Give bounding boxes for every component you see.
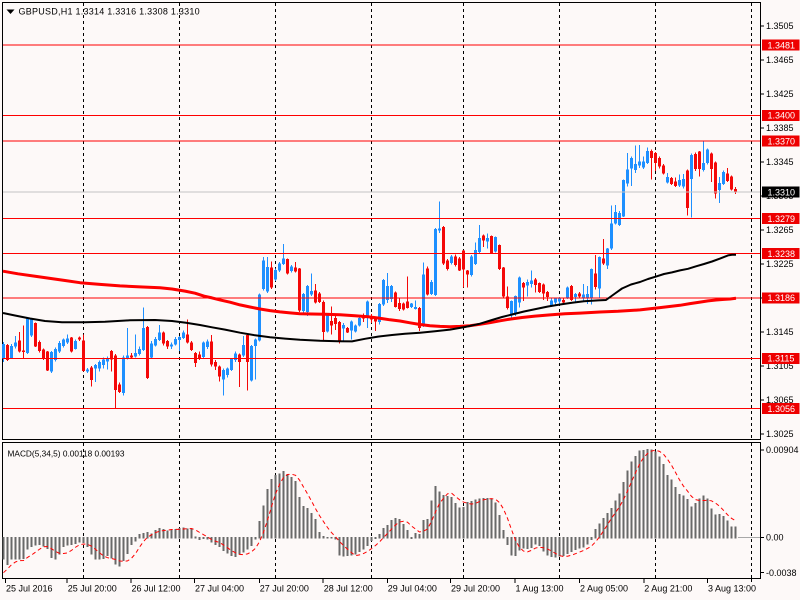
svg-text:1.3056: 1.3056 (768, 404, 796, 414)
svg-text:1.3400: 1.3400 (768, 111, 796, 121)
svg-text:1.3145: 1.3145 (766, 327, 794, 337)
svg-text:1.3279: 1.3279 (768, 214, 796, 224)
svg-text:MACD(5,34,5) 0.00118 0.00193: MACD(5,34,5) 0.00118 0.00193 (8, 449, 125, 459)
svg-text:1.3065: 1.3065 (766, 395, 794, 405)
svg-text:GBPUSD,H1 1.3314 1.3316 1.330: GBPUSD,H1 1.3314 1.3316 1.3308 1.3310 (19, 7, 200, 17)
svg-text:27 Jul 20:00: 27 Jul 20:00 (260, 584, 309, 594)
svg-text:1.3465: 1.3465 (766, 55, 794, 65)
svg-text:1.3105: 1.3105 (766, 361, 794, 371)
svg-text:29 Jul 04:00: 29 Jul 04:00 (388, 584, 437, 594)
svg-text:28 Jul 12:00: 28 Jul 12:00 (324, 584, 373, 594)
svg-text:2 Aug 21:00: 2 Aug 21:00 (644, 584, 692, 594)
svg-text:1.3345: 1.3345 (766, 157, 794, 167)
svg-text:3 Aug 13:00: 3 Aug 13:00 (708, 584, 756, 594)
svg-text:1.3425: 1.3425 (766, 89, 794, 99)
svg-text:1.3481: 1.3481 (768, 40, 796, 50)
svg-text:0.00: 0.00 (766, 533, 784, 543)
svg-text:1.3025: 1.3025 (766, 429, 794, 439)
svg-text:27 Jul 04:00: 27 Jul 04:00 (195, 584, 244, 594)
svg-text:1.3370: 1.3370 (768, 136, 796, 146)
svg-text:1.3505: 1.3505 (766, 21, 794, 31)
svg-text:1.3225: 1.3225 (766, 259, 794, 269)
svg-text:25 Jul 20:00: 25 Jul 20:00 (68, 584, 117, 594)
svg-text:26 Jul 12:00: 26 Jul 12:00 (132, 584, 181, 594)
svg-text:1.3310: 1.3310 (768, 188, 796, 198)
svg-text:29 Jul 20:00: 29 Jul 20:00 (451, 584, 500, 594)
svg-text:1 Aug 13:00: 1 Aug 13:00 (516, 584, 564, 594)
svg-text:0.00904: 0.00904 (766, 445, 799, 455)
svg-text:-0.0038: -0.0038 (766, 568, 797, 578)
svg-text:1.3238: 1.3238 (768, 249, 796, 259)
svg-text:1.3265: 1.3265 (766, 225, 794, 235)
svg-text:1.3385: 1.3385 (766, 123, 794, 133)
svg-text:1.3115: 1.3115 (768, 354, 795, 364)
svg-text:25 Jul 2016: 25 Jul 2016 (6, 584, 53, 594)
svg-text:1.3186: 1.3186 (768, 293, 796, 303)
svg-text:2 Aug 05:00: 2 Aug 05:00 (580, 584, 628, 594)
